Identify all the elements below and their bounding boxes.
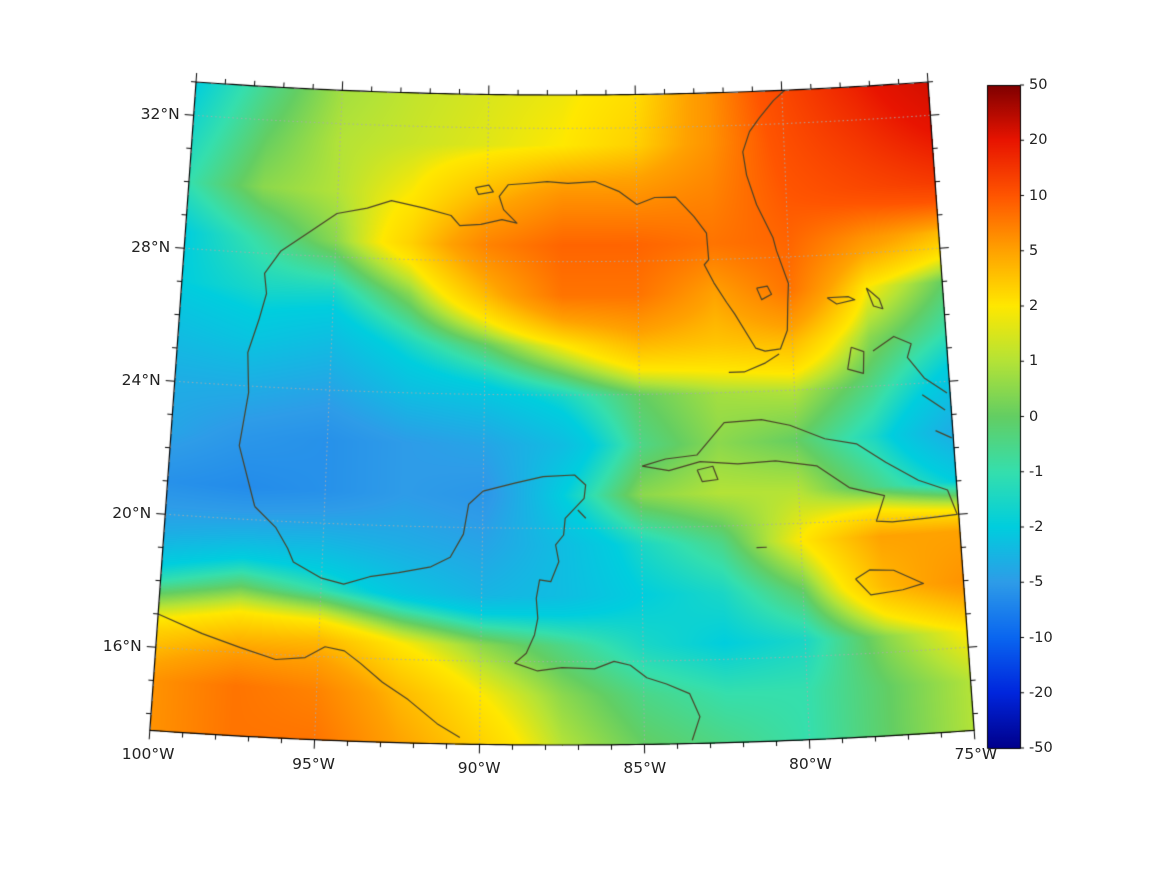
figure: 100°W 95°W 90°W 85°W 80°W 75°W 32°N 28°N 24°N 20°… xyxy=(0,0,1167,875)
map-heatmap-canvas xyxy=(0,0,1167,875)
